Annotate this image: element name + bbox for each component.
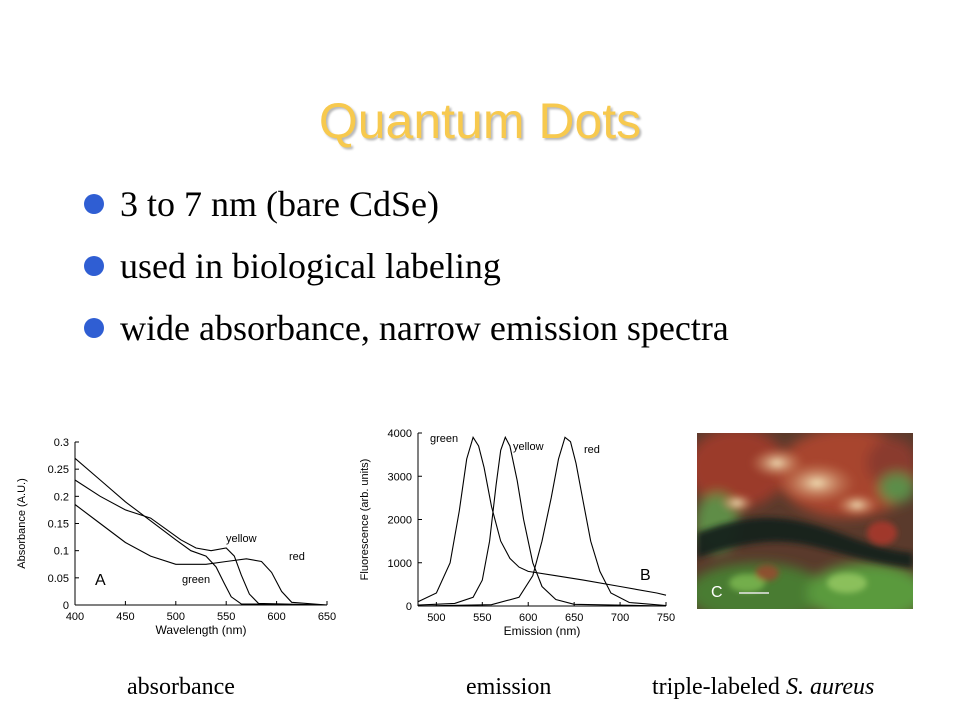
- micrograph-panel-label: C: [711, 584, 723, 601]
- y-tick-label: 0.15: [48, 519, 69, 531]
- x-tick-label: 700: [611, 612, 629, 624]
- y-tick-label: 1000: [388, 558, 412, 570]
- x-tick-label: 650: [318, 611, 336, 623]
- x-axis-label: Wavelength (nm): [156, 623, 247, 637]
- series-line-yellow: [417, 435, 667, 607]
- bullet-list: 3 to 7 nm (bare CdSe) used in biological…: [84, 176, 729, 362]
- y-tick-label: 4000: [388, 428, 412, 440]
- panel-label: A: [95, 572, 106, 589]
- y-tick-label: 0: [406, 601, 412, 613]
- x-axis-label: Emission (nm): [504, 624, 581, 638]
- y-axis-label: Absorbance (A.U.): [16, 478, 28, 568]
- series-annotation: yellow: [513, 441, 544, 453]
- slide-title: Quantum Dots: [318, 93, 642, 149]
- caption-emission: emission: [466, 674, 552, 700]
- y-tick-label: 0: [63, 600, 69, 612]
- bullet-text: 3 to 7 nm (bare CdSe): [120, 184, 439, 224]
- bullet-item: 3 to 7 nm (bare CdSe): [84, 176, 729, 238]
- y-tick-label: 0.1: [54, 546, 69, 558]
- y-axis-label: Fluorescence (arb. units): [359, 459, 371, 581]
- x-tick-label: 500: [427, 612, 445, 624]
- series-line-yellow: [74, 479, 328, 606]
- emission-chart: 500 550 600 650 700 750 0 1000 2000 3000 4000 Emiss…: [359, 428, 675, 638]
- bullet-text: wide absorbance, narrow emission spectra: [120, 308, 729, 348]
- y-tick-label: 0.25: [48, 464, 69, 476]
- y-tick-label: 0.2: [54, 491, 69, 503]
- caption-micrograph: triple-labeled S. aureus: [652, 674, 874, 701]
- x-tick-label: 750: [657, 612, 675, 624]
- bullet-dot-icon: [84, 194, 104, 214]
- bullet-dot-icon: [84, 318, 104, 338]
- bullet-dot-icon: [84, 256, 104, 276]
- bullet-text: used in biological labeling: [120, 246, 501, 286]
- micrograph-texture: C: [697, 433, 913, 609]
- caption-micrograph-species: S. aureus: [785, 674, 875, 700]
- series-annotation: red: [584, 444, 600, 456]
- y-tick-label: 0.05: [48, 573, 69, 585]
- x-tick-label: 650: [565, 612, 583, 624]
- bullet-item: wide absorbance, narrow emission spectra: [84, 300, 729, 362]
- x-tick-label: 550: [217, 611, 235, 623]
- x-tick-label: 550: [473, 612, 491, 624]
- y-tick-label: 2000: [388, 515, 412, 527]
- micrograph-image: C: [697, 433, 913, 609]
- series-line-green: [74, 457, 328, 606]
- series-line-green: [417, 435, 667, 603]
- series-annotation: red: [289, 551, 305, 563]
- caption-micrograph-prefix: triple-labeled: [652, 674, 786, 700]
- y-tick-label: 3000: [388, 471, 412, 483]
- series-line-red: [74, 504, 328, 606]
- absorbance-chart: 400 450 500 550 600 650 0 0.05 0.1 0.15 0.2 0.25 0.3…: [16, 437, 336, 637]
- x-tick-label: 400: [66, 611, 84, 623]
- panel-label: B: [640, 567, 651, 584]
- caption-absorbance: absorbance: [127, 674, 235, 700]
- x-tick-label: 600: [267, 611, 285, 623]
- bullet-item: used in biological labeling: [84, 238, 729, 300]
- series-annotation: yellow: [226, 533, 257, 545]
- x-tick-label: 500: [167, 611, 185, 623]
- series-annotation: green: [182, 574, 210, 586]
- x-tick-label: 450: [116, 611, 134, 623]
- series-annotation: green: [430, 433, 458, 445]
- x-tick-label: 600: [519, 612, 537, 624]
- series-line-red: [417, 436, 667, 607]
- y-tick-label: 0.3: [54, 437, 69, 449]
